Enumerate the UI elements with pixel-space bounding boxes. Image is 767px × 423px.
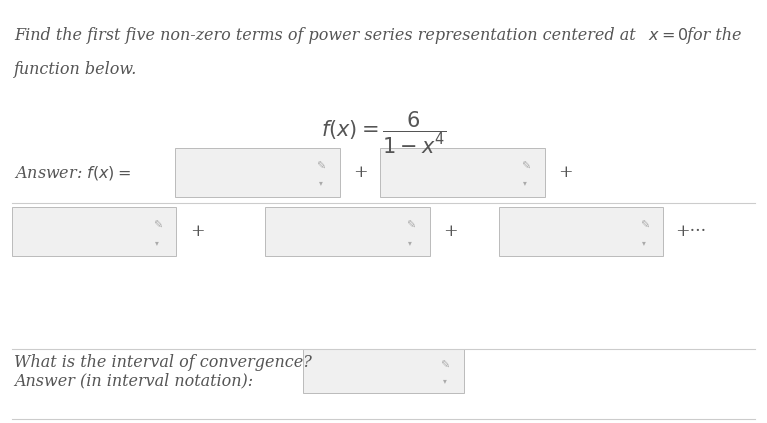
Text: +: + xyxy=(190,223,205,240)
Text: +: + xyxy=(558,164,573,181)
FancyBboxPatch shape xyxy=(12,207,176,256)
Text: Answer (in interval notation):: Answer (in interval notation): xyxy=(14,372,253,389)
FancyBboxPatch shape xyxy=(499,207,663,256)
Text: ✎: ✎ xyxy=(316,162,325,172)
Text: ▾: ▾ xyxy=(443,376,447,385)
Text: ▾: ▾ xyxy=(523,179,528,187)
Text: $f(x) = \dfrac{6}{1 - x^4}$: $f(x) = \dfrac{6}{1 - x^4}$ xyxy=(321,110,446,156)
Text: for the: for the xyxy=(682,27,742,44)
FancyBboxPatch shape xyxy=(380,148,545,197)
FancyBboxPatch shape xyxy=(303,349,464,393)
Text: ▾: ▾ xyxy=(318,179,323,187)
Text: function below.: function below. xyxy=(14,61,137,78)
Text: Answer: $f(x) =$: Answer: $f(x) =$ xyxy=(14,164,131,181)
Text: ▾: ▾ xyxy=(155,238,160,247)
FancyBboxPatch shape xyxy=(175,148,340,197)
Text: ✎: ✎ xyxy=(153,221,162,231)
Text: ▾: ▾ xyxy=(408,238,413,247)
Text: ✎: ✎ xyxy=(640,221,649,231)
Text: +: + xyxy=(443,223,458,240)
FancyBboxPatch shape xyxy=(265,207,430,256)
Text: ✎: ✎ xyxy=(440,361,449,371)
Text: What is the interval of convergence?: What is the interval of convergence? xyxy=(14,354,311,371)
Text: $x = 0$: $x = 0$ xyxy=(648,27,689,44)
Text: +···: +··· xyxy=(675,223,706,240)
Text: ✎: ✎ xyxy=(406,221,415,231)
Text: +: + xyxy=(354,164,368,181)
Text: ▾: ▾ xyxy=(642,238,647,247)
Text: ✎: ✎ xyxy=(521,162,530,172)
Text: Find the first five non-zero terms of power series representation centered at: Find the first five non-zero terms of po… xyxy=(14,27,640,44)
